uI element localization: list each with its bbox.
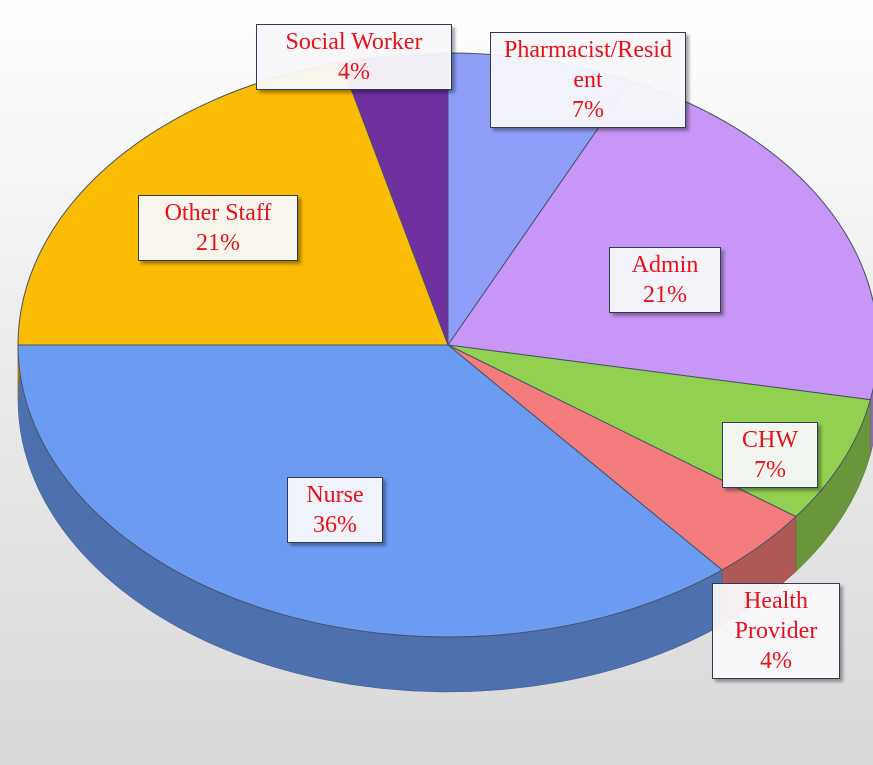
data-label: CHW 7% (722, 422, 818, 488)
pie-tops (17, 52, 873, 638)
label-value: 36% (313, 512, 357, 538)
label-category: Admin (631, 252, 699, 278)
data-label: Pharmacist/Resident 7% (490, 32, 686, 128)
slice (447, 80, 873, 401)
data-label: Admin 21% (609, 247, 721, 313)
label-category: Nurse (306, 482, 364, 508)
label-category: Pharmacist/Resident (504, 37, 672, 93)
label-value: 21% (643, 282, 687, 308)
label-value: 4% (760, 648, 792, 674)
data-label: Social Worker 4% (256, 24, 452, 90)
label-value: 7% (572, 97, 604, 123)
data-label: Health Provider 4% (712, 583, 840, 679)
label-category: Health Provider (734, 588, 818, 644)
label-category: Social Worker (285, 29, 423, 55)
label-value: 4% (338, 59, 370, 85)
data-label: Other Staff 21% (138, 195, 298, 261)
label-category: Other Staff (164, 200, 272, 226)
data-label: Nurse 36% (287, 477, 383, 543)
label-value: 21% (196, 230, 240, 256)
label-value: 7% (754, 457, 786, 483)
label-category: CHW (742, 427, 798, 453)
